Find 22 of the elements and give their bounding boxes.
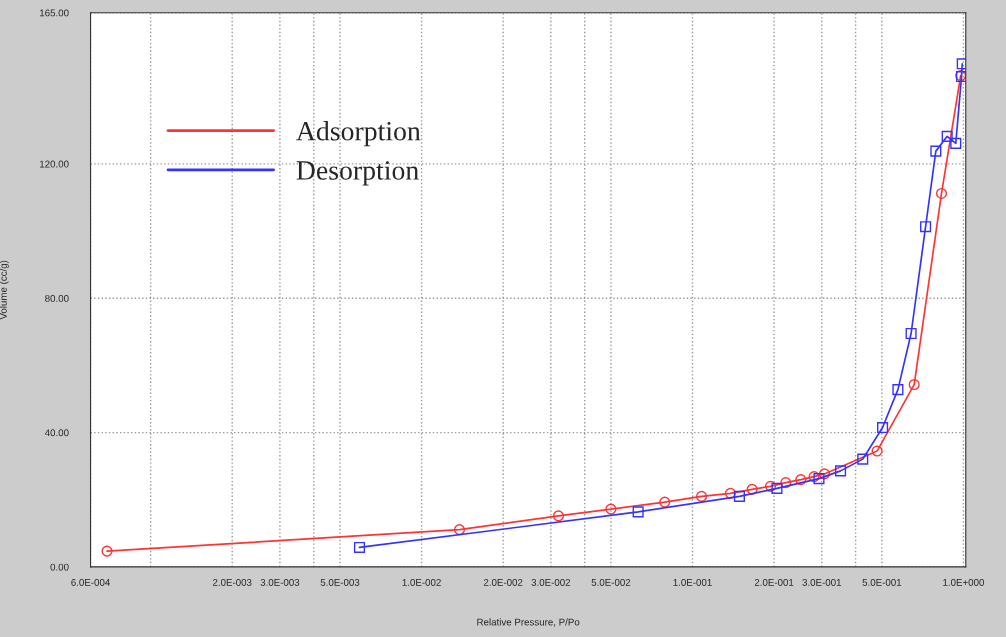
y-tick-label: 40.00 <box>44 429 69 437</box>
x-tick-label: 1.0E-001 <box>673 578 712 586</box>
y-tick-label: 165.00 <box>40 9 69 17</box>
y-tick-label: 80.00 <box>45 294 69 302</box>
x-tick-label: 5.0E-002 <box>591 578 631 586</box>
x-tick-label: 5.0E-003 <box>320 578 360 586</box>
x-tick-label: 2.0E-001 <box>754 578 794 586</box>
x-tick-label: 1.0E-002 <box>402 578 441 586</box>
x-tick-label: 2.0E-002 <box>483 578 523 586</box>
x-tick-label: 3.0E-001 <box>802 578 842 586</box>
x-axis-title: Relative Pressure, P/Po <box>477 618 580 627</box>
x-tick-label: 1.0E+000 <box>943 578 984 586</box>
x-tick-label: 3.0E-003 <box>260 578 300 586</box>
x-tick-label: 3.0E-002 <box>531 578 571 586</box>
x-tick-label: 6.0E-004 <box>71 578 110 586</box>
legend-label: Desorption <box>296 161 419 186</box>
y-tick-label: 120.00 <box>40 160 69 168</box>
legend-label: Adsorption <box>296 121 421 147</box>
y-tick-label: 0.00 <box>50 563 69 571</box>
x-tick-label: 5.0E-001 <box>862 578 902 586</box>
x-tick-label: 2.0E-003 <box>212 578 252 586</box>
y-axis-title: Volume (cc/g) <box>0 260 9 320</box>
